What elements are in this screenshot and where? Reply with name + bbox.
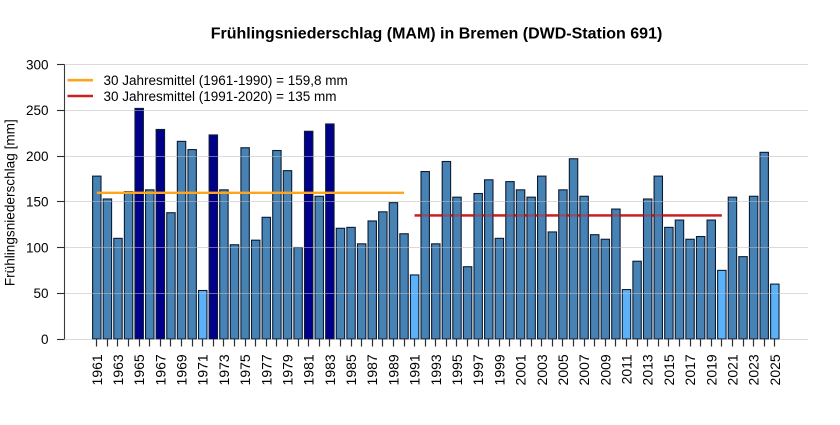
svg-text:1991: 1991 [407, 354, 423, 385]
svg-text:1989: 1989 [385, 354, 401, 385]
svg-text:Frühlingsniederschlag [mm]: Frühlingsniederschlag [mm] [3, 119, 18, 286]
svg-text:30 Jahresmittel (1991-2020) =: 30 Jahresmittel (1991-2020) = 135 mm [104, 89, 337, 104]
svg-text:2007: 2007 [576, 354, 592, 385]
svg-text:2003: 2003 [534, 354, 550, 385]
svg-text:1993: 1993 [428, 354, 444, 385]
svg-text:2015: 2015 [661, 354, 677, 385]
svg-text:1983: 1983 [322, 354, 338, 385]
svg-text:2005: 2005 [555, 354, 571, 385]
svg-text:2009: 2009 [597, 354, 613, 385]
svg-text:Frühlingsniederschlag (MAM) in: Frühlingsniederschlag (MAM) in Bremen (D… [211, 26, 663, 43]
svg-text:300: 300 [26, 57, 49, 72]
svg-text:2001: 2001 [513, 354, 529, 385]
svg-text:2011: 2011 [619, 354, 635, 384]
svg-text:1969: 1969 [174, 354, 190, 385]
svg-text:150: 150 [26, 195, 49, 210]
svg-text:1987: 1987 [364, 354, 380, 385]
svg-text:50: 50 [33, 286, 48, 301]
svg-text:1995: 1995 [449, 354, 465, 385]
svg-text:100: 100 [26, 240, 49, 255]
svg-text:200: 200 [26, 149, 49, 164]
svg-text:1963: 1963 [110, 354, 126, 385]
svg-text:2019: 2019 [703, 354, 719, 385]
svg-text:1997: 1997 [470, 354, 486, 385]
svg-text:1961: 1961 [89, 354, 105, 385]
svg-text:2013: 2013 [640, 354, 656, 385]
svg-text:2017: 2017 [682, 354, 698, 385]
svg-text:1999: 1999 [491, 354, 507, 385]
svg-text:1977: 1977 [258, 354, 274, 385]
svg-text:1965: 1965 [131, 354, 147, 385]
svg-text:1971: 1971 [195, 354, 211, 385]
svg-text:2025: 2025 [767, 354, 783, 385]
svg-text:2021: 2021 [724, 354, 740, 385]
svg-text:1975: 1975 [237, 354, 253, 385]
svg-text:1967: 1967 [152, 354, 168, 385]
svg-text:30 Jahresmittel (1961-1990) =: 30 Jahresmittel (1961-1990) = 159,8 mm [104, 73, 348, 88]
svg-text:1981: 1981 [301, 354, 317, 385]
svg-text:0: 0 [41, 332, 49, 347]
svg-text:250: 250 [26, 103, 49, 118]
svg-text:1985: 1985 [343, 354, 359, 385]
svg-text:1973: 1973 [216, 354, 232, 385]
svg-text:1979: 1979 [279, 354, 295, 385]
svg-text:2023: 2023 [746, 354, 762, 385]
